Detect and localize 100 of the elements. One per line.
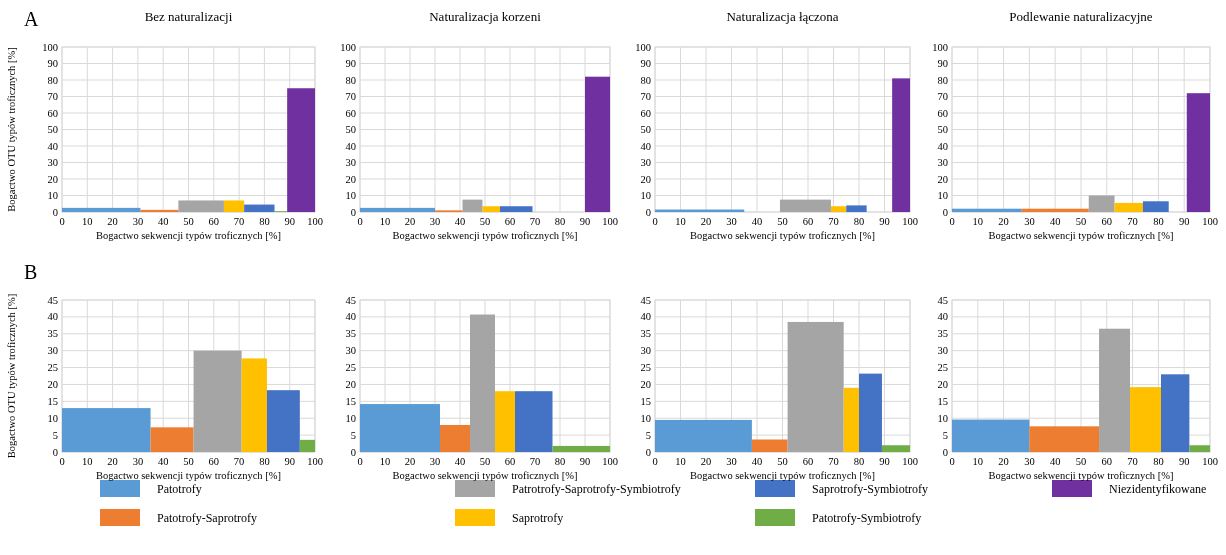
x-tick-label: 40 [751, 456, 763, 467]
text: B [24, 261, 38, 283]
y-tick-label: 20 [345, 378, 356, 390]
y-tick-label: 45 [345, 294, 356, 306]
y-tick-label: 0 [645, 206, 651, 218]
y-tick-label: 20 [640, 378, 651, 390]
y-tick-label: 5 [350, 429, 356, 441]
y-tick-label: 10 [640, 190, 651, 201]
y-tick-label: 90 [47, 58, 58, 69]
legend-label: Saprotrofy [512, 511, 564, 525]
x-tick-label: 30 [429, 216, 441, 227]
y-tick-label: 15 [937, 395, 948, 407]
x-tick-label: 30 [132, 216, 144, 227]
chart-title: Podlewanie naturalizacyjne [1009, 9, 1153, 24]
x-tick-label: 50 [1075, 216, 1087, 227]
x-tick-label: 70 [1127, 216, 1138, 227]
x-tick-label: 100 [1202, 456, 1218, 467]
y-tick-label: 0 [52, 206, 58, 218]
x-tick-label: 60 [1101, 456, 1113, 467]
y-tick-label: 45 [47, 294, 58, 306]
x-tick-label: 40 [157, 216, 169, 227]
x-tick-label: 20 [404, 216, 416, 227]
y-tick-label: 30 [47, 345, 58, 357]
y-tick-label: 45 [937, 294, 948, 306]
x-tick-label: 80 [259, 456, 270, 467]
y-tick-label: 30 [345, 345, 356, 357]
x-tick-label: 20 [998, 456, 1009, 467]
y-tick-label: 70 [937, 91, 948, 102]
y-tick-label: 70 [345, 91, 356, 102]
chart-title: Naturalizacja łączona [726, 9, 839, 24]
x-tick-label: 100 [902, 216, 918, 227]
y-tick-label: 25 [47, 362, 58, 374]
x-tick-label: 80 [1153, 216, 1164, 227]
y-tick-label: 100 [932, 41, 948, 53]
y-tick-label: 60 [937, 107, 948, 119]
x-axis-title: Bogactwo sekwencji typów troficznych [%] [690, 230, 875, 241]
x-axis-title: Bogactwo sekwencji typów troficznych [%] [96, 470, 281, 481]
x-tick-label: 50 [777, 216, 788, 227]
y-tick-label: 60 [640, 107, 651, 119]
x-tick-label: 80 [853, 456, 865, 467]
y-tick-label: 50 [345, 124, 356, 135]
y-tick-label: 40 [937, 140, 948, 152]
y-tick-label: 0 [645, 446, 651, 458]
x-tick-label: 10 [379, 216, 391, 227]
x-tick-label: 0 [59, 216, 65, 227]
x-tick-label: 10 [972, 456, 984, 467]
x-tick-label: 100 [307, 456, 323, 467]
y-tick-label: 90 [640, 58, 651, 69]
x-tick-label: 0 [357, 216, 363, 227]
y-tick-label: 15 [345, 395, 356, 407]
y-tick-label: 35 [937, 328, 948, 340]
y-tick-label: 20 [47, 173, 58, 185]
x-tick-label: 50 [479, 456, 491, 467]
x-tick-label: 20 [700, 456, 712, 467]
y-tick-label: 20 [47, 378, 58, 390]
x-tick-label: 10 [82, 456, 93, 467]
x-tick-label: 50 [1075, 456, 1087, 467]
y-tick-label: 20 [937, 378, 948, 390]
y-tick-label: 40 [937, 311, 948, 323]
y-axis-title: Bogactwo OTU typów troficznych [%] [6, 293, 17, 459]
y-tick-label: 90 [345, 58, 356, 69]
y-tick-label: 40 [640, 140, 651, 152]
y-tick-label: 90 [937, 58, 948, 69]
x-tick-label: 10 [675, 456, 686, 467]
y-tick-label: 40 [47, 140, 58, 152]
x-tick-label: 20 [404, 456, 416, 467]
x-tick-label: 50 [183, 216, 194, 227]
y-tick-label: 100 [340, 41, 356, 53]
x-tick-label: 50 [479, 216, 491, 227]
y-tick-label: 25 [640, 362, 651, 374]
x-tick-label: 80 [853, 216, 865, 227]
legend-label: Saprotrofy-Symbiotrofy [812, 482, 928, 496]
legend-label: Patotrofy-Saprotrofy [157, 511, 257, 525]
x-tick-label: 60 [208, 216, 220, 227]
legend-label: Patrotrofy-Saprotrofy-Symbiotrofy [512, 482, 681, 496]
y-tick-label: 70 [47, 91, 58, 102]
x-tick-label: 10 [82, 216, 93, 227]
x-tick-label: 10 [379, 456, 391, 467]
y-tick-label: 10 [47, 412, 58, 424]
x-tick-label: 0 [59, 456, 65, 467]
x-tick-label: 90 [579, 456, 591, 467]
x-tick-label: 0 [949, 216, 955, 227]
y-tick-label: 40 [345, 140, 356, 152]
x-tick-label: 40 [1049, 216, 1061, 227]
x-tick-label: 30 [726, 216, 737, 227]
y-tick-label: 20 [640, 173, 651, 185]
y-tick-label: 30 [47, 157, 58, 168]
y-tick-label: 80 [345, 74, 356, 86]
y-tick-label: 10 [345, 190, 356, 201]
x-tick-label: 30 [1024, 456, 1035, 467]
y-tick-label: 25 [937, 362, 948, 374]
x-tick-label: 10 [675, 216, 686, 227]
y-tick-label: 70 [640, 91, 651, 102]
x-tick-label: 70 [828, 456, 839, 467]
x-tick-label: 80 [259, 216, 270, 227]
y-tick-label: 30 [937, 157, 948, 168]
x-axis-title: Bogactwo sekwencji typów troficznych [%] [96, 230, 281, 241]
x-tick-label: 30 [726, 456, 737, 467]
y-tick-label: 30 [640, 157, 651, 168]
y-tick-label: 10 [937, 190, 948, 201]
